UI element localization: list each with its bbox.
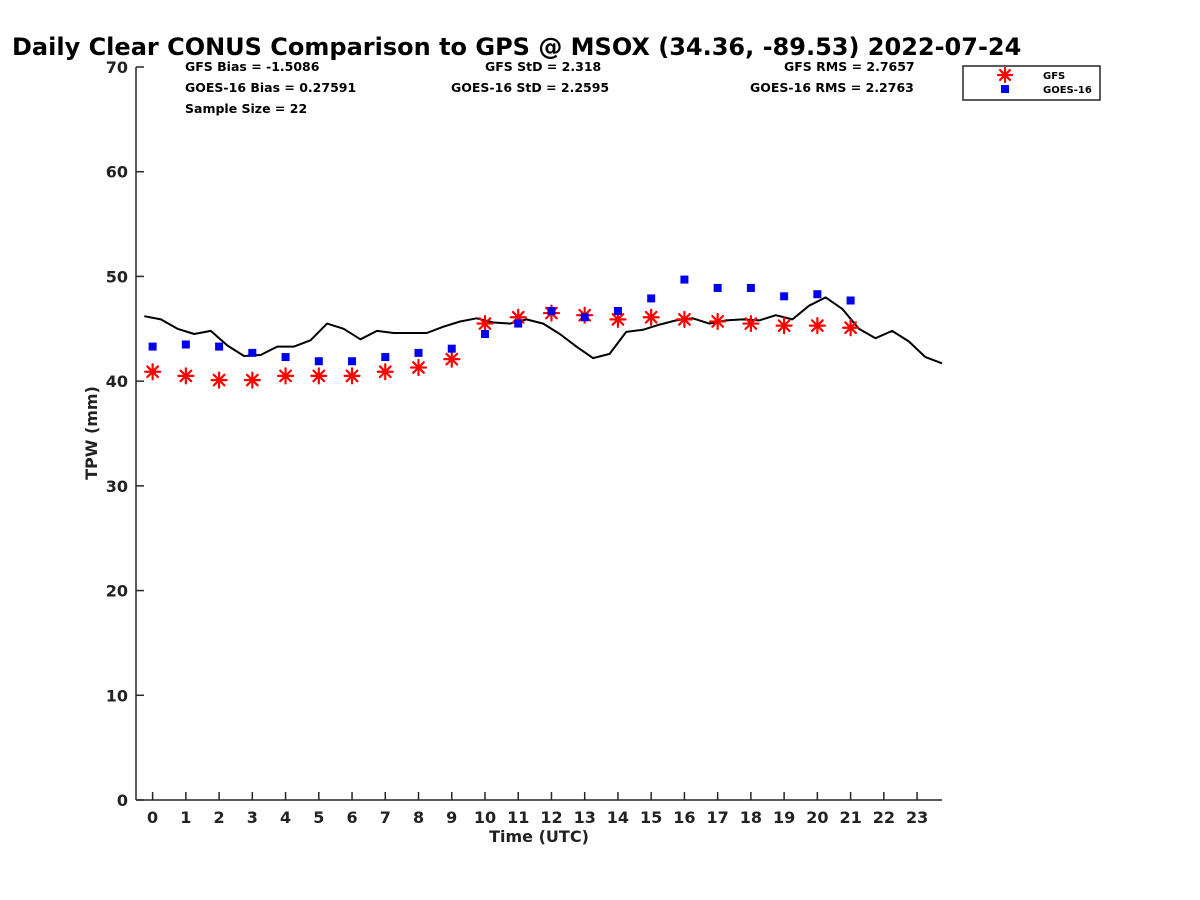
legend-goes-square-icon [1001,85,1009,93]
gfs-point [443,350,461,368]
x-tick-label: 3 [247,808,258,827]
x-tick-label: 6 [346,808,357,827]
x-tick-label: 9 [446,808,457,827]
goes-series [148,275,855,366]
goes-point [248,348,257,357]
y-tick-label: 70 [106,58,128,77]
y-tick-label: 50 [106,267,128,286]
legend-gfs-asterisk-icon [996,66,1014,84]
x-tick-label: 7 [380,808,391,827]
x-tick-label: 21 [839,808,861,827]
x-tick-label: 4 [280,808,291,827]
x-tick-label: 23 [906,808,928,827]
goes-point [580,313,589,322]
gfs-point [808,317,826,335]
goes-point [846,296,855,305]
x-tick-label: 0 [147,808,158,827]
x-tick-label: 14 [607,808,629,827]
stat-goes-rms: GOES-16 RMS = 2.2763 [750,80,914,95]
gfs-point [642,308,660,326]
x-tick-label: 11 [507,808,529,827]
x-tick-label: 1 [180,808,191,827]
goes-point [813,290,822,299]
x-tick-label: 22 [873,808,895,827]
gfs-point [476,314,494,333]
stat-gfs-rms: GFS RMS = 2.7657 [784,59,915,74]
x-ticks: 0 1 2 3 4 5 6 7 8 9 10 11 12 13 14 15 16 17 18 19 20 21 22 23 [147,792,928,827]
y-tick-label: 0 [117,791,128,810]
gfs-point [243,371,261,389]
legend-box [962,65,1101,101]
stat-goes-bias: GOES-16 Bias = 0.27591 [185,80,356,95]
goes-point [680,275,689,284]
x-tick-label: 19 [773,808,795,827]
goes-point [613,306,622,315]
gps-line [144,296,943,365]
legend-goes-label: GOES-16 [1043,85,1092,96]
stats-block: GFS Bias = -1.5086 GOES-16 Bias = 0.2759… [185,59,915,116]
legend: GFS GOES-16 [962,65,1101,101]
x-tick-label: 5 [313,808,324,827]
goes-point [480,330,489,339]
y-axis-label: TPW (mm) [82,386,101,480]
chart-title: Daily Clear CONUS Comparison to GPS @ MS… [12,33,1021,61]
y-tick-label: 10 [106,686,128,705]
gfs-point [675,310,694,328]
goes-point [281,353,290,362]
legend-gfs-label: GFS [1043,71,1065,82]
goes-point [181,340,190,349]
gfs-point [775,317,793,335]
goes-point [414,348,423,357]
x-axis-label: Time (UTC) [489,827,589,846]
goes-point [148,342,157,351]
gfs-point [210,371,228,389]
gfs-point [276,367,295,385]
goes-point [447,344,456,353]
y-tick-label: 40 [106,372,128,391]
gfs-point [376,363,394,381]
stat-gfs-bias: GFS Bias = -1.5086 [185,59,320,74]
goes-point [348,357,357,366]
legend-gfs-asterisk [996,66,1014,84]
x-tick-label: 12 [540,808,562,827]
goes-point [713,283,722,292]
gps-series [144,296,943,365]
x-tick-label: 2 [214,808,225,827]
gfs-point [144,363,162,381]
gfs-point [742,314,760,333]
gfs-point [177,367,195,385]
y-tick-label: 60 [106,163,128,182]
goes-point [746,283,755,292]
x-tick-label: 10 [474,808,496,827]
goes-point [547,306,556,315]
goes-point [514,319,523,328]
x-tick-label: 17 [707,808,729,827]
x-tick-label: 18 [740,808,762,827]
gfs-point [709,312,727,331]
x-tick-label: 16 [673,808,695,827]
x-tick-label: 15 [640,808,662,827]
gfs-point [343,367,361,385]
stat-sample-size: Sample Size = 22 [185,101,307,116]
goes-point [314,357,323,366]
goes-point [780,292,789,301]
stat-goes-std: GOES-16 StD = 2.2595 [451,80,609,95]
axes [135,67,942,801]
gfs-series [144,304,860,389]
goes-point [647,294,656,303]
gfs-point [409,358,428,377]
y-ticks: 0 10 20 30 40 50 60 70 [106,58,144,810]
gfs-point [841,319,860,337]
goes-point [215,342,224,351]
y-tick-label: 20 [106,582,128,601]
stat-gfs-std: GFS StD = 2.318 [485,59,601,74]
x-tick-label: 13 [574,808,596,827]
x-tick-label: 20 [806,808,828,827]
y-tick-label: 30 [106,477,128,496]
x-tick-label: 8 [413,808,424,827]
goes-point [381,353,390,362]
gfs-point [310,367,328,385]
